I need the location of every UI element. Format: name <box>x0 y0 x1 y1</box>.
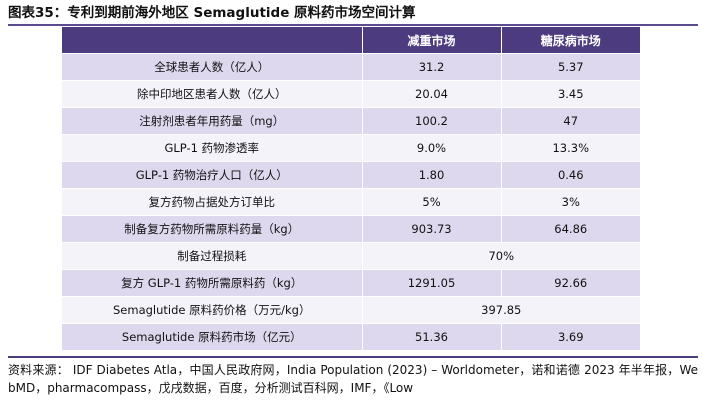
table-row-loss: 制备过程损耗 70% <box>62 242 640 270</box>
table-row: 复方药物占据处方订单比 5% 3% <box>62 188 640 216</box>
row-label: Semaglutide 原料药市场（亿元） <box>62 323 363 350</box>
weight-value: 903.73 <box>362 215 502 243</box>
source-note: 资料来源： IDF Diabetes Atla，中国人民政府网，India Po… <box>8 363 698 395</box>
header-diabetes-market: 糖尿病市场 <box>501 27 640 54</box>
table-row: GLP-1 药物渗透率 9.0% 13.3% <box>62 134 640 162</box>
row-label: 注射剂患者年用药量（mg） <box>62 107 363 135</box>
table-row: 制备复方药物所需原料药量（kg） 903.73 64.86 <box>62 215 640 243</box>
diabetes-value: 5.37 <box>501 53 640 81</box>
bottom-divider <box>8 356 698 358</box>
table-row-price: Semaglutide 原料药价格（万元/kg） 397.85 <box>62 296 640 324</box>
weight-value: 1291.05 <box>362 269 502 297</box>
weight-value: 51.36 <box>362 323 502 350</box>
diabetes-value: 3.45 <box>501 80 640 108</box>
row-label: Semaglutide 原料药价格（万元/kg） <box>62 296 363 324</box>
diabetes-value: 3.69 <box>501 323 640 350</box>
row-label: 除中印地区患者人数（亿人） <box>62 80 363 108</box>
merged-value-loss: 70% <box>362 242 640 270</box>
table-row: 全球患者人数（亿人） 31.2 5.37 <box>62 53 640 81</box>
weight-value: 5% <box>362 188 502 216</box>
weight-value: 31.2 <box>362 53 502 81</box>
row-label: 复方 GLP-1 药物所需原料药（kg） <box>62 269 363 297</box>
merged-value-price: 397.85 <box>362 296 640 324</box>
header-label-column <box>62 27 363 54</box>
title-divider <box>8 24 698 26</box>
table-header-row: 减重市场 糖尿病市场 <box>62 27 640 54</box>
row-label: GLP-1 药物渗透率 <box>62 134 363 162</box>
figure-title: 图表35：专利到期前海外地区 Semaglutide 原料药市场空间计算 <box>8 5 416 21</box>
diabetes-value: 92.66 <box>501 269 640 297</box>
header-weight-market: 减重市场 <box>362 27 502 54</box>
diabetes-value: 3% <box>501 188 640 216</box>
weight-value: 20.04 <box>362 80 502 108</box>
row-label: 制备过程损耗 <box>62 242 363 270</box>
table-row: 除中印地区患者人数（亿人） 20.04 3.45 <box>62 80 640 108</box>
row-label: 复方药物占据处方订单比 <box>62 188 363 216</box>
table-row-total: Semaglutide 原料药市场（亿元） 51.36 3.69 <box>62 323 640 350</box>
diabetes-value: 64.86 <box>501 215 640 243</box>
row-label: GLP-1 药物治疗人口（亿人） <box>62 161 363 189</box>
table-row: 复方 GLP-1 药物所需原料药（kg） 1291.05 92.66 <box>62 269 640 297</box>
weight-value: 1.80 <box>362 161 502 189</box>
weight-value: 9.0% <box>362 134 502 162</box>
diabetes-value: 47 <box>501 107 640 135</box>
row-label: 制备复方药物所需原料药量（kg） <box>62 215 363 243</box>
row-label: 全球患者人数（亿人） <box>62 53 363 81</box>
diabetes-value: 0.46 <box>501 161 640 189</box>
diabetes-value: 13.3% <box>501 134 640 162</box>
table-row: GLP-1 药物治疗人口（亿人） 1.80 0.46 <box>62 161 640 189</box>
weight-value: 100.2 <box>362 107 502 135</box>
table-row: 注射剂患者年用药量（mg） 100.2 47 <box>62 107 640 135</box>
market-table: 减重市场 糖尿病市场 全球患者人数（亿人） 31.2 5.37 除中印地区患者人… <box>62 27 640 350</box>
